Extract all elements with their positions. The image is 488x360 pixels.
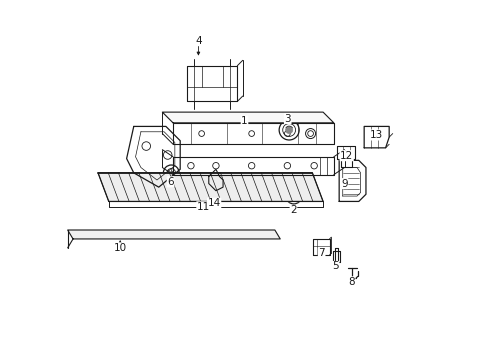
Text: 10: 10 [113, 243, 126, 253]
Text: 6: 6 [167, 177, 174, 187]
Polygon shape [98, 173, 323, 202]
Text: 9: 9 [341, 179, 347, 189]
Circle shape [291, 194, 295, 198]
Text: 13: 13 [368, 130, 382, 140]
Text: 14: 14 [207, 198, 220, 208]
Text: 3: 3 [284, 113, 290, 123]
Text: 8: 8 [347, 277, 354, 287]
Text: 2: 2 [289, 205, 296, 215]
Text: 11: 11 [196, 202, 210, 212]
Text: 12: 12 [339, 151, 352, 161]
Text: 7: 7 [318, 248, 325, 258]
Polygon shape [162, 112, 333, 123]
Text: 1: 1 [241, 116, 247, 126]
Polygon shape [67, 230, 280, 239]
Text: 5: 5 [332, 261, 338, 271]
Text: 4: 4 [195, 36, 202, 46]
Circle shape [285, 126, 292, 134]
